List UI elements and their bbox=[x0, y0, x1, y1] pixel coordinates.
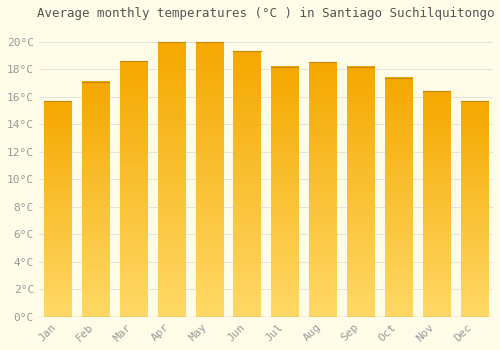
Title: Average monthly temperatures (°C ) in Santiago Suchilquitongo: Average monthly temperatures (°C ) in Sa… bbox=[37, 7, 494, 20]
